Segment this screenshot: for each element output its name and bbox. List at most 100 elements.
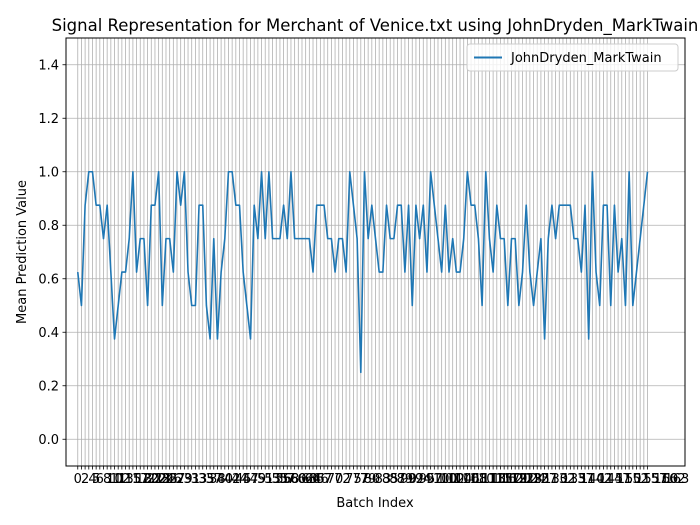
x-tick-label: 51: [257, 472, 274, 487]
x-tick-label: 6: [96, 472, 104, 487]
x-tick-label: 124: [521, 472, 546, 487]
x-tick-label: 135: [562, 472, 587, 487]
x-tick-label: 10: [106, 472, 123, 487]
y-tick-label: 1.4: [38, 58, 59, 73]
x-tick-label: 13: [117, 472, 134, 487]
x-tick-label: 31: [183, 472, 200, 487]
x-tick-label: 142: [587, 472, 612, 487]
y-tick-label: 0.8: [38, 219, 59, 234]
grid-layer: [66, 38, 685, 466]
x-tick-label: 4: [88, 472, 96, 487]
y-tick-label: 1.2: [38, 112, 59, 127]
legend-label: JohnDryden_MarkTwain: [510, 51, 662, 66]
x-tick-label: 108: [462, 472, 487, 487]
x-tick-label: 66: [312, 472, 329, 487]
x-tick-label: 33: [191, 472, 208, 487]
legend-box: [466, 43, 679, 72]
x-axis-title: Batch Index: [336, 496, 414, 511]
x-tick-label: 35: [198, 472, 215, 487]
x-tick-label: 2: [81, 472, 89, 487]
x-tick-label: 5: [92, 472, 100, 487]
x-tick-label: 121: [510, 472, 535, 487]
y-axis-title: Mean Prediction Value: [15, 180, 30, 324]
x-tick-label: 111: [473, 472, 498, 487]
x-tick-label: 92: [408, 472, 425, 487]
x-tick-label: 37: [205, 472, 222, 487]
x-tick-label: 113: [481, 472, 506, 487]
x-tick-label: 0: [74, 472, 82, 487]
x-tick-label: 44: [231, 472, 248, 487]
x-tick-label: 157: [642, 472, 667, 487]
x-tick-label: 27: [169, 472, 186, 487]
x-tick-label: 162: [661, 472, 686, 487]
x-tick-label: 83: [375, 472, 392, 487]
x-tick-label: 64: [305, 472, 322, 487]
chart-title: Signal Representation for Merchant of Ve…: [52, 16, 699, 36]
x-tick-label: 125: [525, 472, 550, 487]
x-tick-label: 85: [382, 472, 399, 487]
x-tick-label: 26: [165, 472, 182, 487]
x-tick-label: 97: [426, 472, 443, 487]
x-tick-label: 150: [617, 472, 642, 487]
x-tick-label: 152: [624, 472, 649, 487]
x-tick-label: 23: [154, 472, 171, 487]
y-axis-ticks: 0.0 0.2 0.4 0.6 0.8 1.0 1.2 1.4: [38, 58, 66, 448]
x-tick-label: 38: [209, 472, 226, 487]
x-tick-label: 101: [437, 472, 462, 487]
x-tick-label: 90: [400, 472, 417, 487]
x-tick-label: 137: [569, 472, 594, 487]
x-tick-label: 17: [132, 472, 149, 487]
x-tick-label: 45: [235, 472, 252, 487]
x-tick-label: 72: [334, 472, 351, 487]
x-tick-label: 18: [136, 472, 153, 487]
x-tick-label: 79: [360, 472, 377, 487]
x-tick-label: 53: [264, 472, 281, 487]
x-tick-label: 123: [517, 472, 542, 487]
y-tick-label: 0.0: [38, 433, 59, 448]
x-tick-label: 20: [143, 472, 160, 487]
x-tick-label: 57: [279, 472, 296, 487]
x-tick-label: 130: [543, 472, 568, 487]
x-tick-label: 29: [176, 472, 193, 487]
x-tick-label: 22: [150, 472, 167, 487]
x-tick-label: 80: [364, 472, 381, 487]
x-tick-label: 47: [242, 472, 259, 487]
x-tick-label: 42: [224, 472, 241, 487]
x-tick-label: 94: [415, 472, 432, 487]
x-tick-label: 145: [598, 472, 623, 487]
x-tick-label: 89: [397, 472, 414, 487]
x-tick-label: 58: [283, 472, 300, 487]
x-tick-label: 119: [503, 472, 528, 487]
x-tick-label: 77: [353, 472, 370, 487]
series-layer: [76, 170, 649, 374]
x-tick-label: 102: [440, 472, 465, 487]
x-tick-label: 65: [308, 472, 325, 487]
x-tick-label: 8: [103, 472, 111, 487]
x-axis-ticks: 0 2 456 81011121315171820212223242526272931…: [74, 466, 689, 487]
x-tick-label: 11: [110, 472, 127, 487]
x-tick-label: 127: [532, 472, 557, 487]
x-tick-label: 100: [433, 472, 458, 487]
x-tick-label: 116: [492, 472, 517, 487]
x-tick-label: 25: [161, 472, 178, 487]
x-tick-label: 12: [114, 472, 131, 487]
legend: JohnDryden_MarkTwain: [466, 43, 679, 72]
x-tick-label: 106: [455, 472, 480, 487]
x-tick-label: 21: [147, 472, 164, 487]
x-tick-label: 132: [551, 472, 576, 487]
x-tick-label: 40: [217, 472, 234, 487]
x-tick-label: 140: [580, 472, 605, 487]
x-tick-label: 163: [664, 472, 689, 487]
x-tick-label: 110: [470, 472, 495, 487]
x-tick-label: 160: [653, 472, 678, 487]
x-tick-label: 87: [389, 472, 406, 487]
y-tick-label: 0.4: [38, 326, 59, 341]
x-tick-label: 67: [316, 472, 333, 487]
x-tick-label: 15: [125, 472, 142, 487]
x-tick-label: 147: [606, 472, 631, 487]
x-tick-label: 49: [250, 472, 267, 487]
x-tick-label: 63: [301, 472, 318, 487]
x-tick-label: 75: [345, 472, 362, 487]
